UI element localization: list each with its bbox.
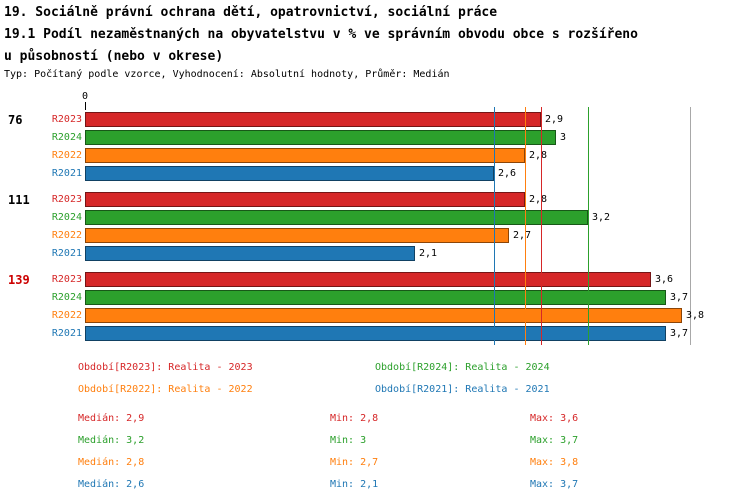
stat-median-r2024: Medián: 3,2 [78, 435, 145, 446]
bar-139-R2021[interactable] [85, 326, 666, 341]
stat-max-r2024: Max: 3,7 [530, 435, 579, 446]
bar-value-label: 3,7 [670, 292, 689, 303]
bar-111-R2024[interactable] [85, 210, 588, 225]
bar-value-label: 3,2 [592, 212, 611, 223]
median-line-R2022 [525, 107, 526, 345]
legend-item-r2022: Období[R2022]: Realita - 2022 [78, 384, 253, 395]
group-label-111[interactable]: 111 [8, 193, 30, 207]
plot-right-border [690, 107, 691, 345]
chart-subtitle: Typ: Počítaný podle vzorce, Vyhodnocení:… [4, 69, 450, 80]
bar-value-label: 3,7 [670, 328, 689, 339]
chart-title-line3: u působností (nebo v okrese) [4, 49, 224, 64]
bar-76-R2022[interactable] [85, 148, 525, 163]
bar-111-R2023[interactable] [85, 192, 525, 207]
bar-139-R2023[interactable] [85, 272, 651, 287]
stat-median-r2021: Medián: 2,6 [78, 479, 145, 490]
group-label-139[interactable]: 139 [8, 273, 30, 287]
bar-111-R2021[interactable] [85, 246, 415, 261]
bar-value-label: 3,6 [655, 274, 674, 285]
series-row-label-R2024: R2024 [51, 292, 82, 303]
stat-max-r2023: Max: 3,6 [530, 413, 579, 424]
bar-76-R2023[interactable] [85, 112, 541, 127]
bar-value-label: 2,9 [545, 114, 564, 125]
bar-value-label: 2,6 [498, 168, 517, 179]
bar-value-label: 2,1 [419, 248, 438, 259]
bar-value-label: 2,8 [529, 150, 548, 161]
stat-min-r2022: Min: 2,7 [330, 457, 379, 468]
stat-min-r2024: Min: 3 [330, 435, 367, 446]
median-line-R2023 [541, 107, 542, 345]
x-axis-tick [85, 102, 86, 110]
bar-76-R2021[interactable] [85, 166, 494, 181]
stat-max-r2021: Max: 3,7 [530, 479, 579, 490]
bar-value-label: 2,7 [513, 230, 532, 241]
group-label-76[interactable]: 76 [8, 113, 23, 127]
median-line-R2021 [494, 107, 495, 345]
series-row-label-R2021: R2021 [51, 168, 82, 179]
series-row-label-R2022: R2022 [51, 310, 82, 321]
series-row-label-R2021: R2021 [51, 328, 82, 339]
bar-139-R2022[interactable] [85, 308, 682, 323]
series-row-label-R2023: R2023 [51, 114, 82, 125]
stat-median-r2022: Medián: 2,8 [78, 457, 145, 468]
bar-76-R2024[interactable] [85, 130, 556, 145]
stat-max-r2022: Max: 3,8 [530, 457, 579, 468]
series-row-label-R2024: R2024 [51, 212, 82, 223]
bar-139-R2024[interactable] [85, 290, 666, 305]
stat-min-r2023: Min: 2,8 [330, 413, 379, 424]
series-row-label-R2022: R2022 [51, 230, 82, 241]
x-axis-zero-label: 0 [81, 91, 89, 102]
chart-title-line1: 19. Sociálně právní ochrana dětí, opatro… [4, 5, 498, 20]
series-row-label-R2023: R2023 [51, 194, 82, 205]
plot-area: 76 R2023 2,9 R2024 3 R2022 2,8 R2021 2,6 111 R2023… [0, 107, 750, 348]
stat-median-r2023: Medián: 2,9 [78, 413, 145, 424]
bar-value-label: 2,8 [529, 194, 548, 205]
legend-item-r2021: Období[R2021]: Realita - 2021 [375, 384, 550, 395]
bar-value-label: 3,8 [686, 310, 705, 321]
series-row-label-R2022: R2022 [51, 150, 82, 161]
chart-title-line2: 19.1 Podíl nezaměstnaných na obyvatelstv… [4, 27, 638, 42]
legend-item-r2024: Období[R2024]: Realita - 2024 [375, 362, 550, 373]
bar-111-R2022[interactable] [85, 228, 509, 243]
series-row-label-R2023: R2023 [51, 274, 82, 285]
series-row-label-R2024: R2024 [51, 132, 82, 143]
legend-item-r2023: Období[R2023]: Realita - 2023 [78, 362, 253, 373]
stat-min-r2021: Min: 2,1 [330, 479, 379, 490]
median-line-R2024 [588, 107, 589, 345]
series-row-label-R2021: R2021 [51, 248, 82, 259]
bar-value-label: 3 [560, 132, 567, 143]
